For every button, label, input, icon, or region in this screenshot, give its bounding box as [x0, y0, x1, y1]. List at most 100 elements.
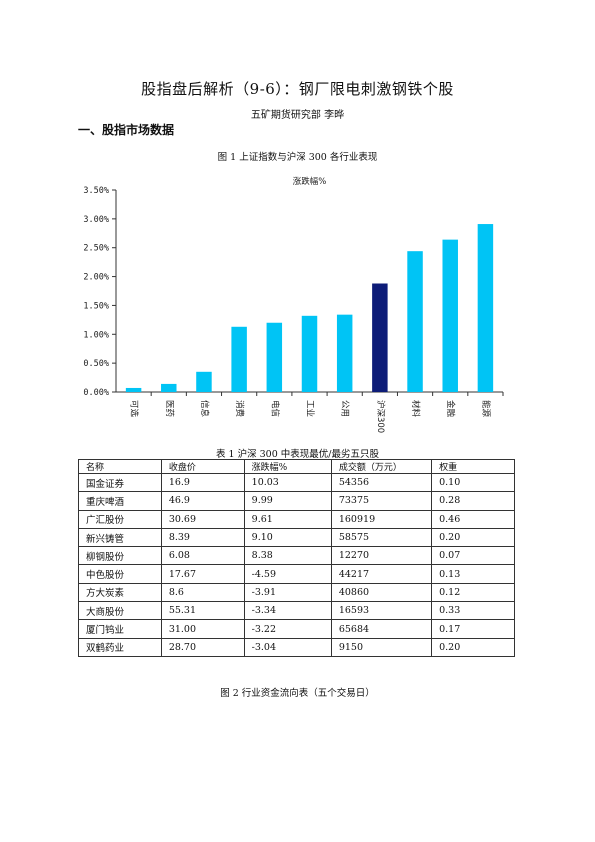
change-pct-cell: 9.61	[243, 509, 332, 529]
y-tick-label: 3.50%	[83, 186, 109, 196]
change-pct-cell: -3.04	[243, 637, 332, 657]
x-category-label: 金融	[445, 400, 456, 418]
close-price-cell: 46.9	[160, 491, 245, 511]
table-row: 广汇股份 30.69 9.61 160919 0.46	[78, 509, 515, 529]
weight-cell: 0.12	[431, 582, 515, 603]
industry-performance-bar-chart: 涨跌幅% 0.00% 0.50% 1.00% 1.50% 2.00% 2.50% 3.00% 3…	[83, 176, 504, 433]
close-price-cell: 8.39	[160, 527, 245, 548]
table-row: 中色股份 17.67 -4.59 44217 0.13	[78, 564, 515, 584]
x-category-label: 可选	[129, 400, 140, 418]
weight-cell: 0.20	[431, 637, 515, 657]
y-tick-label: 0.00%	[83, 388, 109, 398]
close-price-cell: 17.67	[160, 564, 245, 584]
col-header-turnover: 成交额（万元）	[330, 459, 433, 474]
table-row: 柳钢股份 6.08 8.38 12270 0.07	[78, 546, 515, 566]
weight-cell: 0.46	[431, 509, 515, 529]
x-category-label: 公用	[340, 400, 350, 417]
change-pct-cell: -3.22	[243, 619, 332, 639]
turnover-cell: 12270	[330, 546, 433, 566]
x-category-label: 工业	[305, 400, 316, 417]
change-pct-cell: 9.99	[243, 491, 332, 511]
stock-name-cell: 新兴铸管	[78, 527, 162, 548]
weight-cell: 0.10	[431, 472, 515, 493]
x-category-label: 材料	[410, 400, 421, 418]
turnover-cell: 54356	[330, 472, 433, 493]
turnover-cell: 44217	[330, 564, 433, 584]
table-row: 方大炭素 8.6 -3.91 40860 0.12	[78, 582, 515, 603]
section-heading: 一、股指市场数据	[78, 123, 175, 137]
author-line: 五矿期货研究部 李晔	[250, 110, 345, 121]
stock-name-cell: 中色股份	[78, 564, 162, 584]
bar-5	[266, 322, 283, 392]
turnover-cell: 65684	[330, 619, 433, 639]
close-price-cell: 8.6	[160, 582, 245, 603]
bar-2	[161, 383, 177, 392]
change-pct-cell: -3.34	[243, 601, 332, 621]
x-category-label: 能源	[480, 400, 491, 418]
y-tick-label: 1.00%	[83, 330, 109, 340]
stock-name-cell: 广汇股份	[78, 509, 162, 529]
x-category-label: 消费	[234, 400, 245, 418]
col-header-close: 收盘价	[160, 459, 245, 474]
bar-11	[477, 224, 494, 392]
change-pct-cell: -4.59	[243, 564, 332, 584]
bar-8	[372, 283, 388, 392]
stock-name-cell: 厦门钨业	[78, 619, 162, 639]
weight-cell: 0.20	[431, 527, 515, 548]
turnover-cell: 58575	[330, 527, 433, 548]
stock-name-cell: 方大炭素	[78, 582, 162, 603]
bar-1	[125, 387, 142, 392]
bar-3	[196, 371, 212, 392]
chart-title: 涨跌幅%	[293, 176, 327, 187]
x-category-label: 沪深300	[375, 400, 386, 433]
bar-9	[407, 251, 423, 392]
stock-name-cell: 重庆啤酒	[78, 491, 162, 511]
turnover-cell: 16593	[330, 601, 433, 621]
document-title: 股指盘后解析（9-6）：钢厂限电刺激钢铁个股	[141, 80, 454, 98]
y-tick-label: 1.50%	[83, 301, 109, 311]
change-pct-cell: 9.10	[243, 527, 332, 548]
close-price-cell: 28.70	[160, 637, 245, 657]
figure1-caption: 图 1 上证指数与沪深 300 各行业表现	[217, 152, 378, 163]
table-row: 重庆啤酒 46.9 9.99 73375 0.28	[78, 491, 515, 511]
change-pct-cell: 8.38	[243, 546, 332, 566]
stock-name-cell: 柳钢股份	[78, 546, 162, 566]
weight-cell: 0.07	[431, 546, 515, 566]
stock-name-cell: 国金证券	[78, 472, 162, 493]
y-tick-label: 2.00%	[83, 273, 109, 283]
turnover-cell: 73375	[330, 491, 433, 511]
weight-cell: 0.28	[431, 491, 515, 511]
stock-name-cell: 大商股份	[78, 601, 162, 621]
close-price-cell: 6.08	[160, 546, 245, 566]
bar-10	[442, 239, 458, 392]
table-row: 厦门钨业 31.00 -3.22 65684 0.17	[78, 619, 515, 639]
close-price-cell: 30.69	[160, 509, 245, 529]
best-worst-stocks-table: 名称 收盘价 涨跌幅% 成交额（万元） 权重 国金证券 16.9 10.03 5435…	[78, 459, 515, 657]
x-category-label: 电信	[269, 400, 280, 418]
table1-caption: 表 1 沪深 300 中表现最优/最劣五只股	[216, 449, 379, 460]
y-tick-label: 0.50%	[83, 359, 109, 369]
turnover-cell: 40860	[330, 582, 433, 603]
col-header-change: 涨跌幅%	[243, 459, 332, 474]
x-category-label: 信息	[199, 400, 210, 418]
weight-cell: 0.33	[431, 601, 515, 621]
close-price-cell: 16.9	[160, 472, 245, 493]
bar-7	[336, 314, 353, 392]
weight-cell: 0.13	[431, 564, 515, 584]
table-header-row: 名称 收盘价 涨跌幅% 成交额（万元） 权重	[78, 459, 515, 474]
x-category-label: 医药	[164, 400, 175, 417]
turnover-cell: 160919	[330, 509, 433, 529]
bar-4	[231, 326, 247, 392]
table-row: 新兴铸管 8.39 9.10 58575 0.20	[78, 527, 515, 548]
weight-cell: 0.17	[431, 619, 515, 639]
table-row: 大商股份 55.31 -3.34 16593 0.33	[78, 601, 515, 621]
col-header-name: 名称	[78, 459, 162, 474]
figure2-caption: 图 2 行业资金流向表（五个交易日）	[220, 688, 375, 699]
turnover-cell: 9150	[330, 637, 433, 657]
bar-6	[301, 315, 318, 392]
stock-name-cell: 双鹤药业	[78, 637, 162, 657]
y-tick-label: 3.00%	[83, 215, 109, 225]
close-price-cell: 55.31	[160, 601, 245, 621]
table-row: 双鹤药业 28.70 -3.04 9150 0.20	[78, 637, 515, 657]
y-tick-label: 2.50%	[83, 244, 109, 254]
